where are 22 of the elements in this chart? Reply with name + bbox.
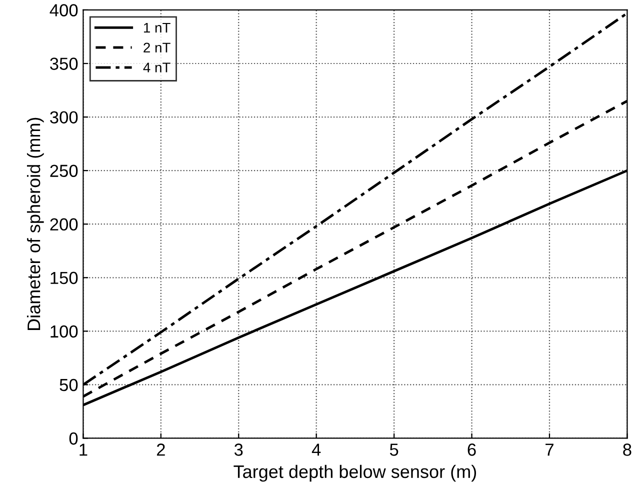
x-tick-label: 6 <box>468 444 476 456</box>
y-tick-label: 100 <box>50 325 78 338</box>
y-tick-label: 250 <box>50 164 78 178</box>
x-tick-label: 7 <box>546 444 554 456</box>
y-tick-label: 350 <box>50 58 78 70</box>
y-tick-label: 200 <box>50 218 78 231</box>
y-tick-label: 400 <box>50 4 78 16</box>
x-tick-label: 8 <box>623 444 632 456</box>
y-tick-label: 150 <box>50 272 78 284</box>
y-tick-label: 300 <box>50 111 78 124</box>
x-tick-label: 3 <box>234 444 243 456</box>
x-tick-label: 1 <box>80 444 88 456</box>
y-tick-label: 50 <box>60 378 78 392</box>
y-axis-title: Diameter of spheroid (mm) <box>26 118 44 330</box>
legend-label: 1 nT <box>144 22 170 33</box>
legend-label: 4 nT <box>143 62 170 72</box>
x-axis-title: Target depth below sensor (m) <box>234 464 476 482</box>
x-tick-label: 5 <box>390 444 398 456</box>
legend-label: 2 nT <box>144 42 170 52</box>
x-tick-label: 2 <box>156 444 165 456</box>
x-tick-label: 4 <box>312 444 321 456</box>
y-tick-label: 0 <box>69 432 78 445</box>
